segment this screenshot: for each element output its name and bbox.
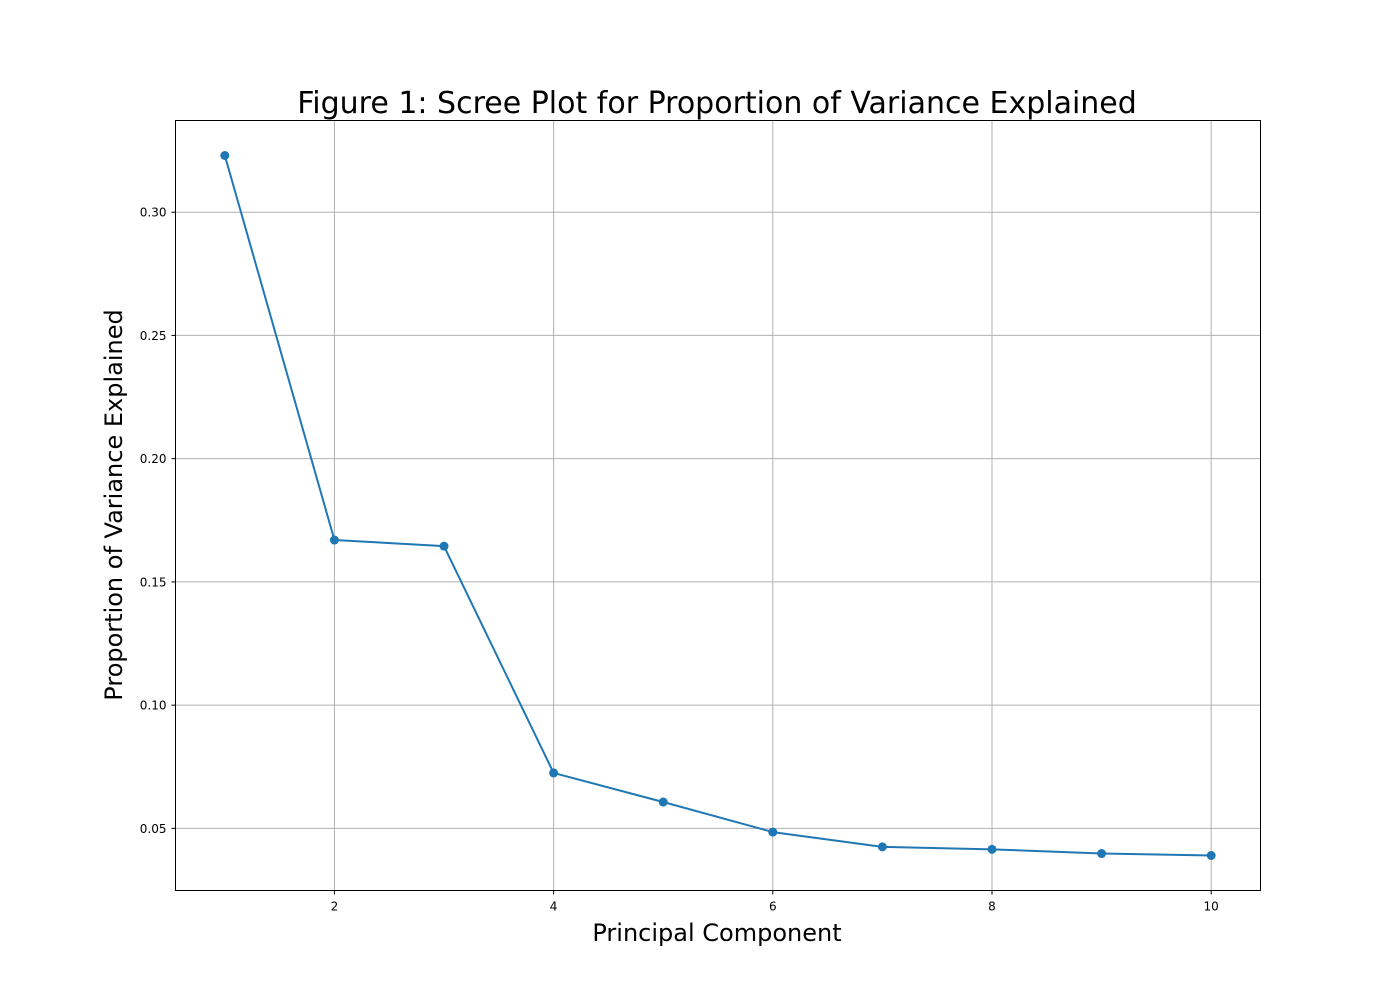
x-tick-label: 10 [1204, 900, 1219, 914]
data-point [1206, 851, 1216, 860]
grid-lines [175, 120, 1261, 891]
data-point [549, 768, 559, 778]
data-point [987, 844, 997, 854]
chart-title: Figure 1: Scree Plot for Proportion of V… [297, 86, 1137, 121]
y-tick-label: 0.20 [140, 452, 167, 466]
series-line [223, 155, 1212, 857]
x-tick-label: 8 [988, 900, 996, 914]
y-tick-label: 0.05 [140, 822, 167, 836]
data-point [658, 797, 668, 807]
plot-area-frame [175, 120, 1261, 891]
y-tick-label: 0.30 [140, 206, 167, 220]
data-point [1097, 849, 1107, 859]
y-tick-label: 0.25 [140, 329, 167, 343]
y-axis-title: Proportion of Variance Explained [100, 309, 128, 700]
data-point [768, 827, 778, 837]
y-axis-ticks: 0.05 0.10 0.15 0.20 0.25 0.30 [140, 206, 176, 836]
data-point [329, 535, 339, 545]
x-tick-label: 2 [331, 900, 339, 914]
x-axis-title: Principal Component [592, 919, 841, 947]
data-point [439, 541, 449, 551]
x-tick-label: 6 [769, 900, 777, 914]
data-series [220, 151, 1216, 860]
x-axis-ticks: 2 4 6 8 10 [331, 890, 1219, 914]
data-point [877, 842, 887, 852]
y-tick-label: 0.15 [140, 575, 167, 589]
data-point [220, 151, 230, 160]
x-tick-label: 4 [550, 900, 558, 914]
y-tick-label: 0.10 [140, 699, 167, 713]
